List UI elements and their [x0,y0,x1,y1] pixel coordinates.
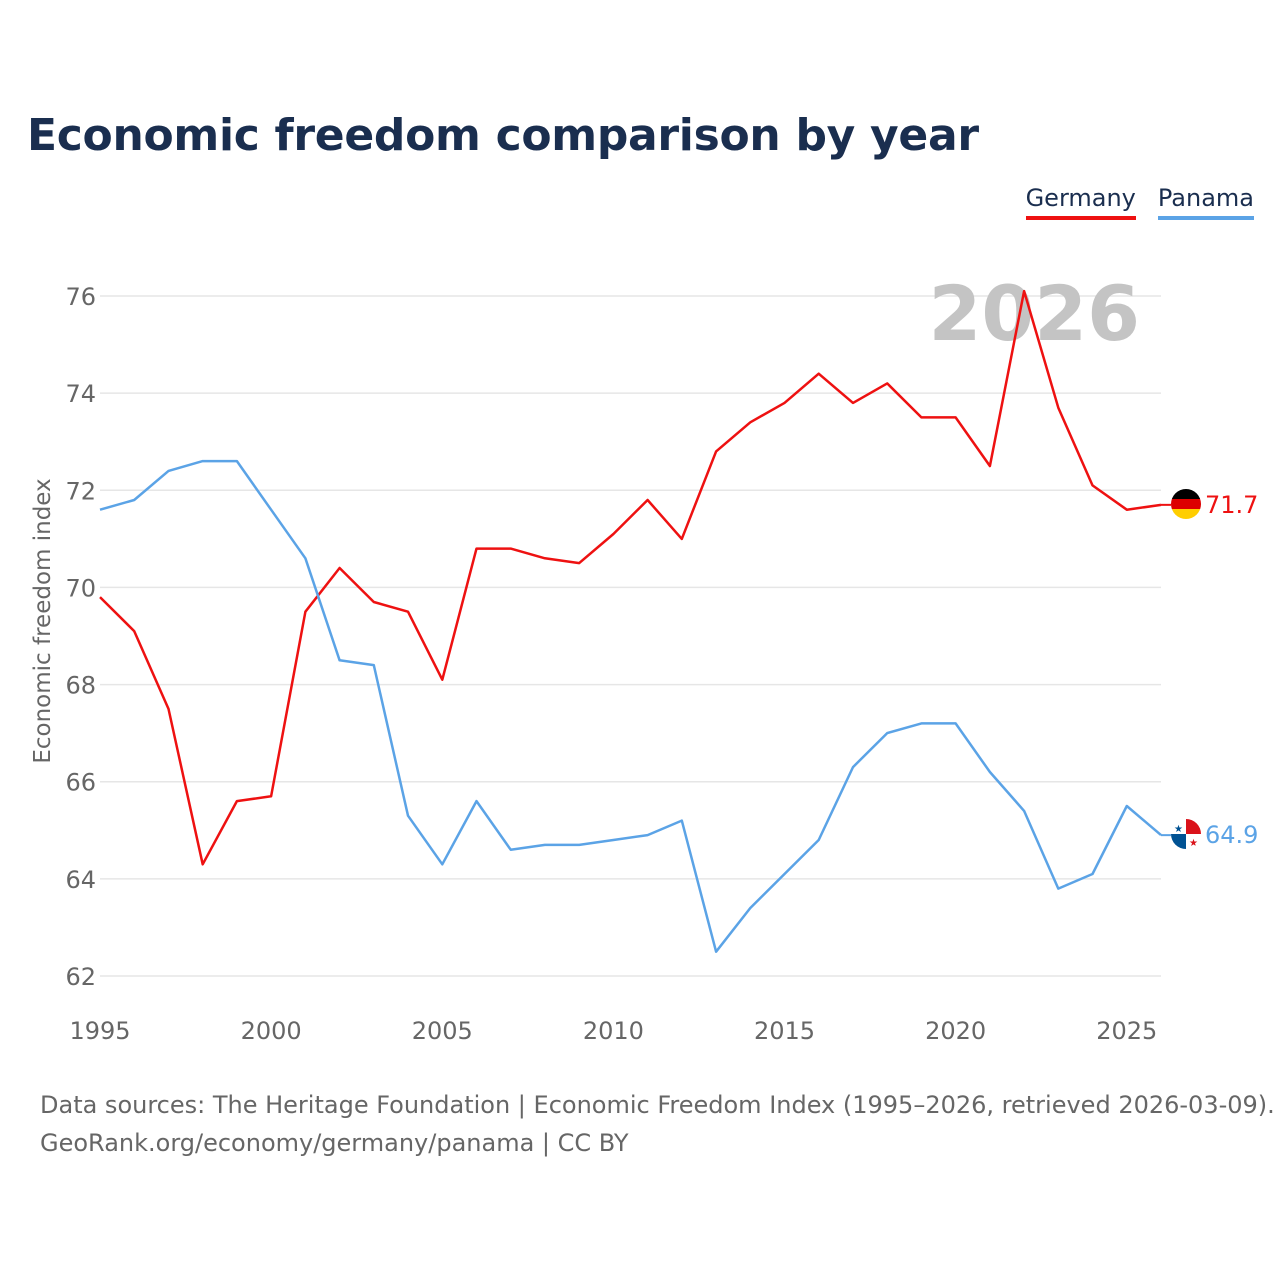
legend-item-germany[interactable]: Germany [1025,184,1136,220]
end-label-germany: 71.7 [1205,491,1258,519]
y-tick-label: 68 [65,672,96,700]
y-tick-label: 66 [65,769,96,797]
x-tick-label: 2010 [583,1017,644,1045]
chart-plot: 2026 62 64 66 68 70 72 74 76 1995 2000 2005 2010 20… [30,269,1258,1045]
x-tick-label: 1995 [69,1017,130,1045]
y-tick-label: 72 [65,477,96,505]
x-tick-label: 2015 [754,1017,815,1045]
svg-text:★: ★ [1174,824,1183,835]
end-label-panama: 64.9 [1205,821,1258,849]
x-tick-label: 2000 [241,1017,302,1045]
y-tick-label: 76 [65,283,96,311]
year-watermark: 2026 [928,269,1140,358]
panama-flag-icon: ★ ★ [1171,819,1201,849]
x-tick-label: 2020 [925,1017,986,1045]
footer-source: Data sources: The Heritage Foundation | … [40,1091,1275,1119]
y-axis-label: Economic freedom index [30,478,56,763]
chart-title: Economic freedom comparison by year [27,110,979,161]
germany-flag-icon [1171,489,1201,519]
y-tick-label: 70 [65,574,96,602]
y-tick-label: 74 [65,380,96,408]
x-tick-label: 2005 [412,1017,473,1045]
series-line-germany [99,289,1162,866]
series-line-panama [99,459,1162,953]
legend-item-panama[interactable]: Panama [1157,184,1254,220]
footer: Data sources: The Heritage Foundation | … [40,1086,1275,1162]
footer-credit: GeoRank.org/economy/germany/panama | CC … [40,1129,629,1157]
y-tick-label: 62 [65,963,96,991]
legend: Germany Panama [1025,184,1254,220]
svg-text:★: ★ [1189,838,1198,849]
x-tick-label: 2025 [1096,1017,1157,1045]
y-tick-label: 64 [65,866,96,894]
